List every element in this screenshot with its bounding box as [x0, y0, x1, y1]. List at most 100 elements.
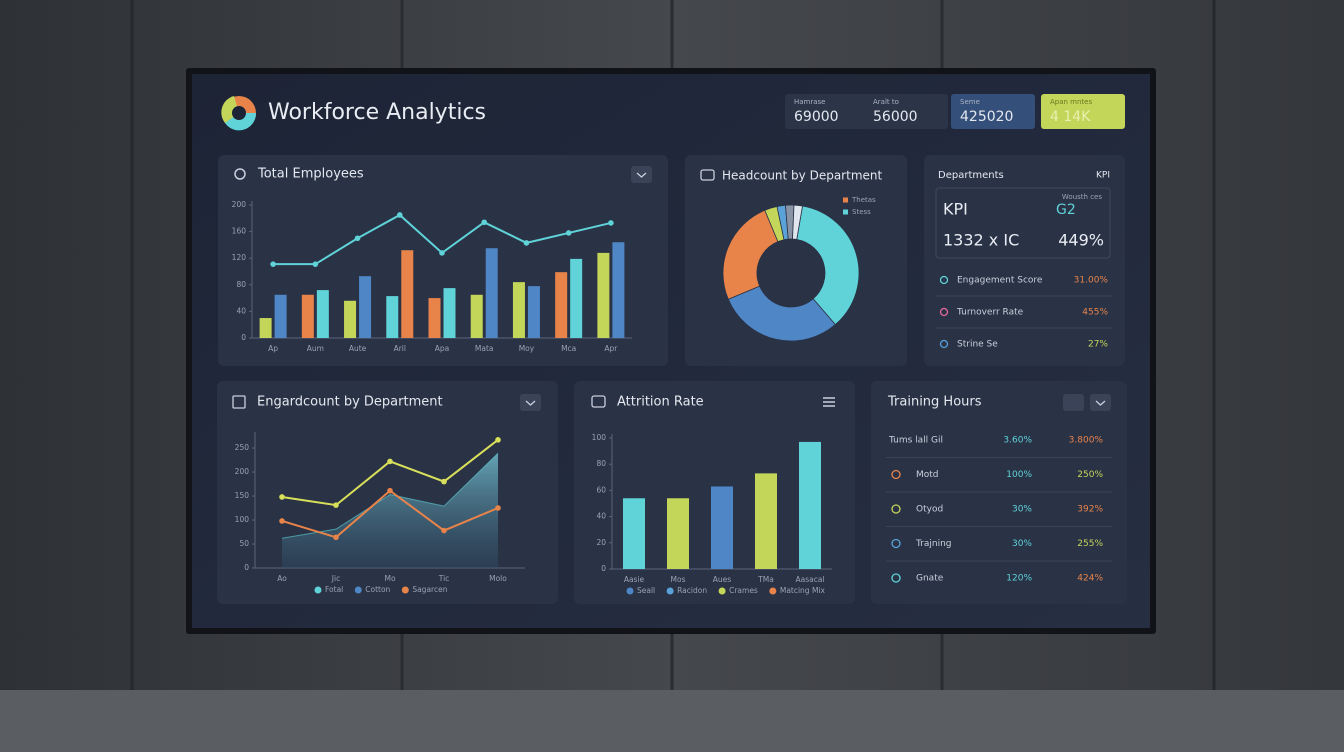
point — [354, 235, 361, 242]
training-label: Trajning — [915, 539, 952, 549]
row-icon — [939, 339, 949, 349]
training-label: Gnate — [916, 574, 944, 584]
bar — [623, 498, 645, 569]
point — [608, 220, 614, 226]
legend-swatch — [843, 209, 848, 215]
menu-button[interactable] — [823, 397, 835, 407]
legend-swatch — [401, 586, 409, 594]
row-icon — [891, 504, 901, 514]
x-tick-label: Aum — [307, 344, 324, 353]
stat-label: Seme — [960, 98, 980, 106]
user-button[interactable] — [1063, 394, 1084, 411]
bar — [443, 288, 456, 338]
point — [312, 261, 319, 267]
panel-icons — [232, 166, 1111, 411]
panel-title: Engardcount by Department — [257, 395, 443, 410]
bar — [344, 300, 357, 338]
y-tick-label: 80 — [596, 459, 606, 468]
chart-icon — [591, 395, 606, 408]
point — [439, 250, 445, 256]
stat-label: Apan mntes — [1050, 98, 1092, 106]
bar — [570, 258, 583, 338]
legend-swatch — [314, 586, 322, 594]
chart-icon — [700, 169, 715, 181]
point — [387, 487, 393, 494]
point — [495, 505, 501, 511]
legend-label: Crames — [729, 586, 758, 595]
panel-title: Departments — [938, 170, 1004, 181]
stat-value: 56000 — [873, 109, 918, 125]
training-value: 3.800% — [1069, 436, 1104, 446]
x-tick-label: Moy — [519, 344, 535, 353]
point — [481, 219, 488, 226]
bar — [555, 272, 568, 338]
x-tick-label: Ap — [268, 344, 278, 353]
legend-label: Thetas — [851, 196, 876, 204]
x-tick-label: Ao — [277, 574, 287, 583]
point — [333, 534, 339, 541]
point — [495, 437, 501, 443]
chart-icon — [232, 395, 246, 409]
stat-value: 69000 — [794, 109, 839, 125]
kpi-main-value: 1332 x IC — [943, 231, 1019, 250]
logo-ring — [225, 113, 257, 131]
legend-swatch — [769, 587, 777, 595]
x-tick-label: Mo — [384, 574, 395, 583]
dropdown-button[interactable] — [631, 166, 652, 183]
stat-label: Hamrase — [794, 98, 826, 106]
row-icon — [939, 307, 949, 317]
x-tick-label: Mca — [561, 344, 576, 353]
kpi-sub-value: G2 — [1056, 202, 1076, 218]
legend-label: Cotton — [365, 585, 390, 594]
bar — [711, 486, 733, 569]
y-tick-label: 120 — [232, 253, 247, 262]
row-icon — [939, 275, 949, 285]
bar — [428, 298, 441, 338]
donut-slice — [722, 209, 779, 300]
y-tick-label: 200 — [232, 200, 247, 209]
bar — [274, 294, 287, 338]
point — [523, 240, 530, 246]
training-label: Tums lall Gil — [888, 436, 943, 446]
legend-swatch — [666, 587, 674, 595]
training-label: Motd — [916, 470, 939, 480]
training-value: 255% — [1077, 539, 1103, 549]
chevron-icon — [636, 172, 647, 178]
kpi-box — [935, 187, 1111, 259]
kpi-row-label: Strine Se — [957, 340, 998, 350]
y-tick-label: 100 — [592, 433, 607, 442]
stat-card — [951, 94, 1035, 129]
y-tick-label: 250 — [235, 443, 250, 452]
training-value: 424% — [1077, 574, 1103, 584]
x-tick-label: Mata — [475, 344, 494, 353]
chevron-icon — [525, 400, 536, 406]
legend-label: Matcing Mix — [780, 586, 826, 595]
legend-label: Fotal — [325, 585, 343, 594]
point — [333, 502, 339, 508]
panel-title: Headcount by Department — [722, 169, 882, 183]
bar — [512, 282, 525, 338]
panel-tag: KPI — [1096, 171, 1110, 181]
training-label: Otyod — [916, 505, 943, 515]
legend-swatch — [718, 587, 726, 595]
bar — [259, 318, 272, 338]
y-tick-label: 40 — [236, 306, 246, 315]
y-tick-label: 0 — [244, 563, 249, 572]
y-tick-label: 20 — [596, 538, 606, 547]
bar — [799, 441, 821, 569]
dropdown-button[interactable] — [1090, 394, 1111, 411]
bar — [527, 286, 540, 338]
legend-swatch — [626, 587, 634, 595]
floor — [0, 690, 1344, 752]
training-value: 100% — [1006, 470, 1032, 480]
bar — [401, 250, 414, 338]
point — [441, 478, 447, 485]
x-tick-label: Tic — [438, 574, 450, 583]
point — [279, 518, 285, 524]
x-tick-label: TMa — [757, 575, 774, 584]
logo-ring — [221, 96, 239, 123]
y-tick-label: 80 — [236, 280, 246, 289]
dropdown-button[interactable] — [520, 394, 541, 411]
y-tick-label: 100 — [235, 515, 250, 524]
